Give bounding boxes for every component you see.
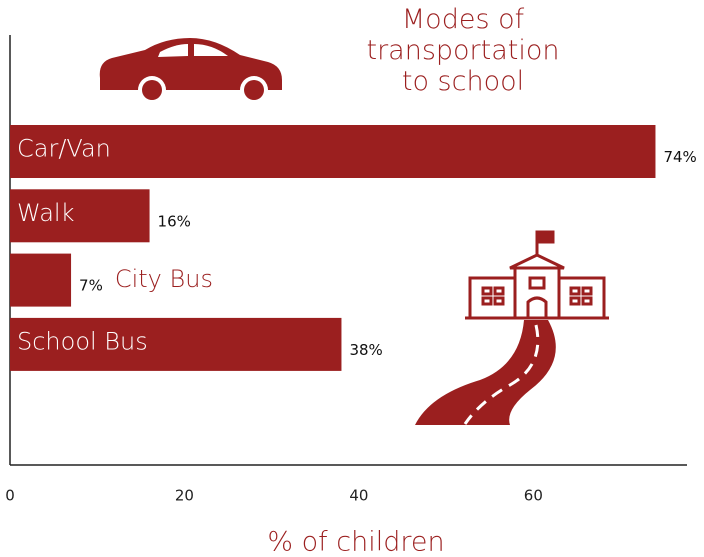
chart-title: Modes of transportation to school: [366, 4, 560, 97]
car-icon: [99, 38, 282, 104]
x-tick-label: 40: [349, 487, 368, 505]
value-label: 7%: [79, 277, 103, 295]
category-label: Walk: [17, 199, 75, 227]
bar: [10, 189, 150, 243]
value-label: 74%: [663, 148, 696, 166]
bar: [10, 317, 342, 371]
value-label: 16%: [158, 212, 191, 230]
value-label: 38%: [349, 341, 382, 359]
bar: [10, 125, 656, 178]
x-tick-label: 60: [524, 487, 543, 505]
road-line: [463, 324, 540, 425]
road-icon: [415, 320, 556, 425]
school-icon: [465, 230, 609, 320]
category-label: Car/Van: [17, 135, 111, 163]
bar: [10, 253, 72, 307]
category-label: School Bus: [17, 327, 148, 355]
category-label: City Bus: [115, 265, 213, 293]
x-axis-label: % of children: [267, 527, 444, 557]
x-tick-label: 20: [175, 487, 194, 505]
x-tick-label: 0: [5, 487, 15, 505]
